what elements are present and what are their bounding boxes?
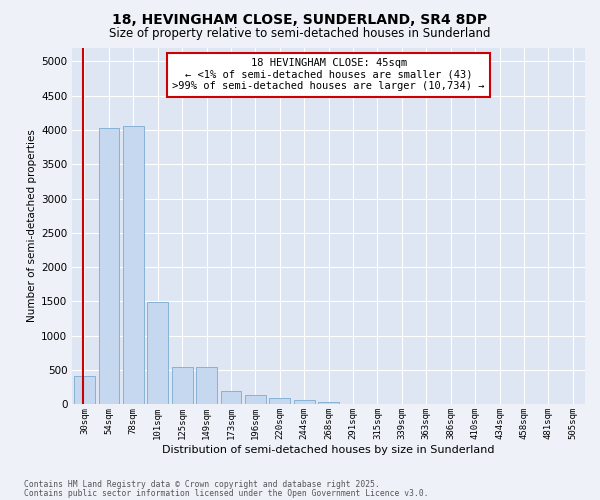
- Bar: [221, 390, 241, 404]
- Y-axis label: Number of semi-detached properties: Number of semi-detached properties: [27, 130, 37, 322]
- Bar: [196, 368, 217, 405]
- Bar: [245, 395, 266, 404]
- X-axis label: Distribution of semi-detached houses by size in Sunderland: Distribution of semi-detached houses by …: [163, 445, 495, 455]
- Bar: [172, 368, 193, 405]
- Text: Contains public sector information licensed under the Open Government Licence v3: Contains public sector information licen…: [24, 488, 428, 498]
- Bar: [294, 400, 314, 404]
- Bar: [98, 128, 119, 404]
- Text: Contains HM Land Registry data © Crown copyright and database right 2025.: Contains HM Land Registry data © Crown c…: [24, 480, 380, 489]
- Bar: [123, 126, 143, 404]
- Bar: [318, 402, 339, 404]
- Text: 18, HEVINGHAM CLOSE, SUNDERLAND, SR4 8DP: 18, HEVINGHAM CLOSE, SUNDERLAND, SR4 8DP: [112, 12, 488, 26]
- Bar: [148, 302, 168, 404]
- Text: Size of property relative to semi-detached houses in Sunderland: Size of property relative to semi-detach…: [109, 28, 491, 40]
- Bar: [269, 398, 290, 404]
- Bar: [74, 376, 95, 404]
- Text: 18 HEVINGHAM CLOSE: 45sqm
← <1% of semi-detached houses are smaller (43)
>99% of: 18 HEVINGHAM CLOSE: 45sqm ← <1% of semi-…: [172, 58, 485, 92]
